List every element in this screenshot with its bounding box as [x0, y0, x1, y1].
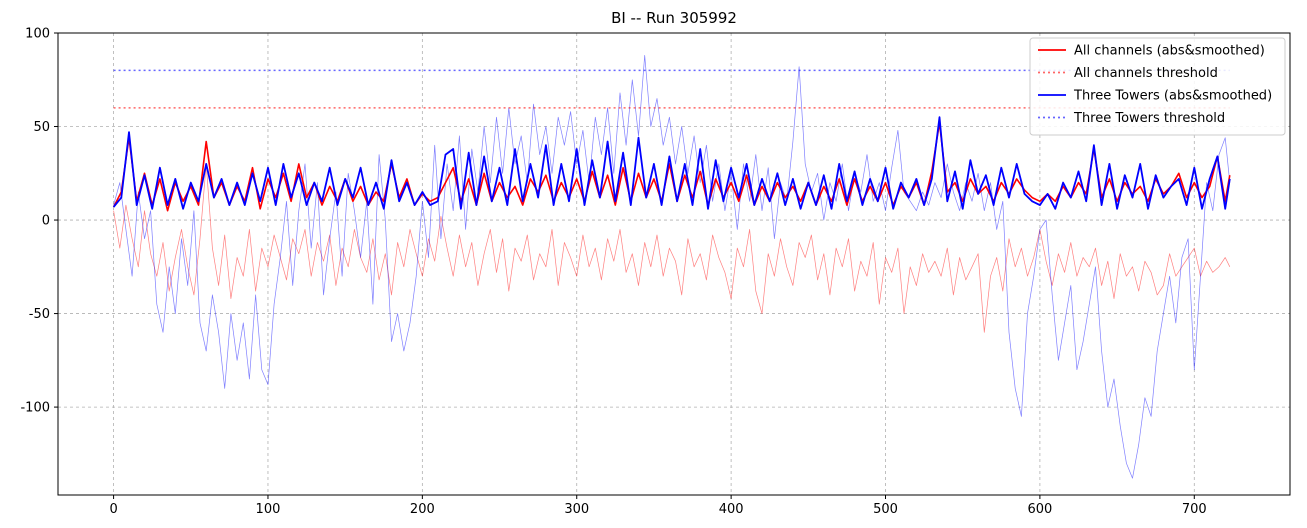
- y-tick-label: 100: [25, 27, 50, 42]
- chart-title: BI -- Run 305992: [611, 9, 737, 27]
- x-tick-label: 700: [1182, 502, 1207, 517]
- legend-label: Three Towers threshold: [1073, 111, 1225, 126]
- plot-frame: [57, 32, 1291, 496]
- legend-label: All channels (abs&smoothed): [1074, 44, 1265, 59]
- raw-trace-line: [113, 163, 1231, 333]
- x-tick-label: 600: [1027, 502, 1052, 517]
- series-line-three-towers-abs-smoothed: [112, 116, 1231, 210]
- legend-label: Three Towers (abs&smoothed): [1073, 89, 1272, 104]
- y-tick-label: 50: [33, 120, 50, 135]
- legend-box: [1029, 37, 1286, 136]
- x-tick-label: 500: [873, 502, 898, 517]
- raw-trace-line: [113, 55, 1231, 479]
- x-tick-label: 100: [256, 502, 281, 517]
- x-tick-label: 0: [109, 502, 117, 517]
- x-tick-label: 400: [719, 502, 744, 517]
- legend: All channels (abs&smoothed) All channels …: [1029, 37, 1286, 136]
- y-tick-label: -50: [29, 307, 50, 322]
- x-tick-label: 200: [410, 502, 435, 517]
- y-tick-label: 0: [42, 214, 50, 229]
- y-tick-label: -100: [20, 401, 50, 416]
- x-tick-label: 300: [564, 502, 589, 517]
- legend-label: All channels threshold: [1074, 66, 1218, 81]
